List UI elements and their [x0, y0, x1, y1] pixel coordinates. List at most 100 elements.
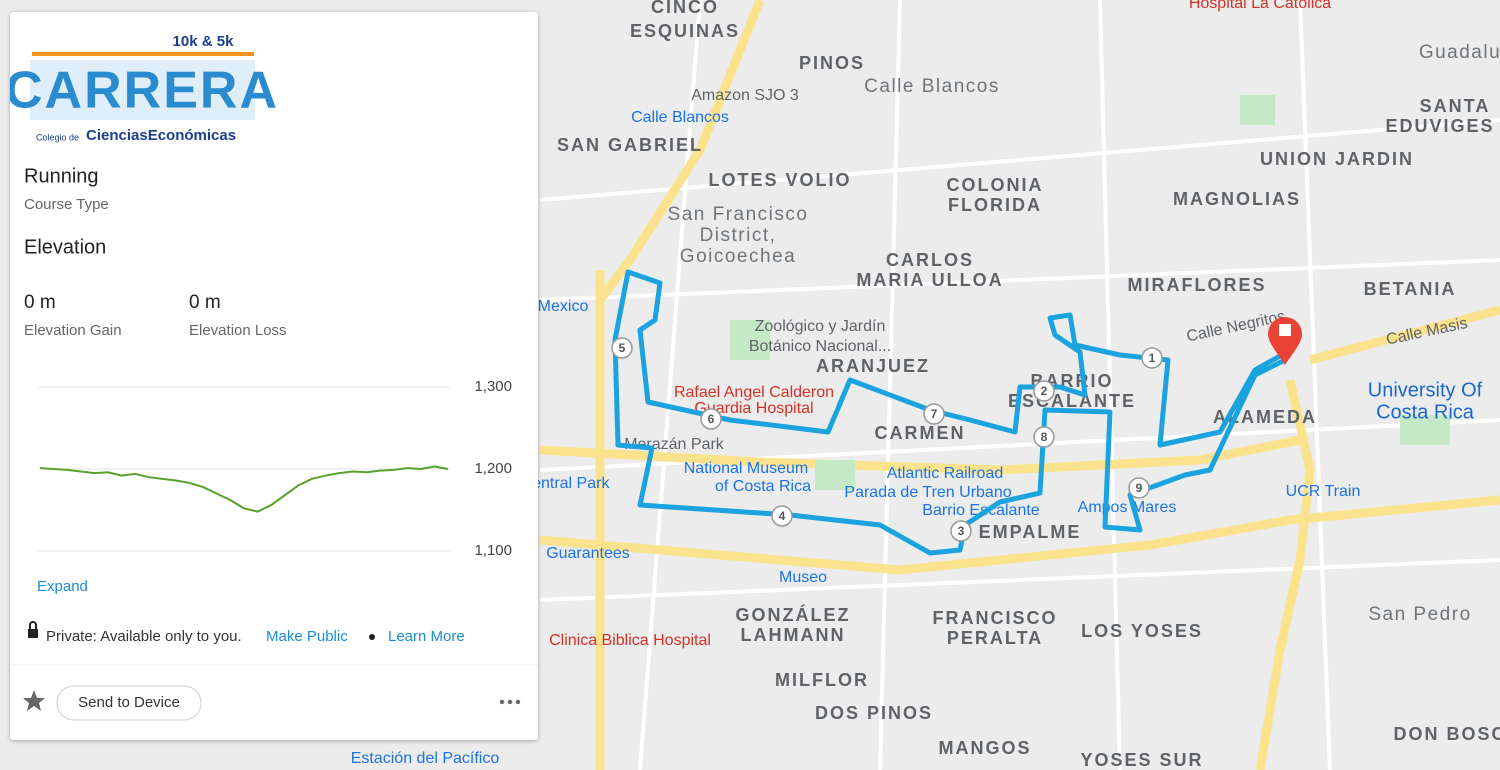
map-label: MILFLOR [775, 670, 869, 690]
course-type-label: Course Type [24, 196, 109, 213]
map-label: of Costa Rica [715, 478, 811, 495]
make-public-link[interactable]: Make Public [266, 628, 348, 645]
elevation-loss-label: Elevation Loss [189, 322, 287, 339]
map-label: Central Park [521, 475, 611, 492]
map-label: Estación del Pacífico [351, 750, 500, 767]
map-label: Clinica Biblica Hospital [549, 632, 711, 649]
map-label: Costa Rica [1376, 401, 1475, 423]
map-label: LOS YOSES [1081, 621, 1203, 641]
lock-icon [28, 629, 38, 638]
map-label: Calle Masis [1385, 315, 1469, 349]
map-label: Barrio Escalante [922, 502, 1039, 519]
map-label: ESQUINAS [630, 21, 740, 41]
map-label: SANTA [1420, 96, 1491, 116]
map-label: Goicoechea [680, 246, 796, 267]
map-label: LAHMANN [741, 625, 846, 645]
map-label: University Of [1368, 379, 1483, 401]
map-label: Guarantees [546, 545, 630, 562]
route-marker-label: 4 [779, 509, 786, 523]
learn-more-link[interactable]: Learn More [388, 628, 465, 645]
side-panel: 10k & 5k CARRERA Colegio de CienciasEcon… [5, 12, 538, 740]
route-marker-label: 3 [958, 524, 965, 538]
favorite-star[interactable] [23, 690, 45, 711]
map-label: ESCALANTE [1008, 391, 1136, 411]
map-label: District, [700, 225, 777, 246]
map-label: MARIA ULLOA [856, 270, 1003, 290]
map-label: Atlantic Railroad [887, 465, 1004, 482]
map-label: Museo [779, 569, 827, 586]
map-label: Parada de Tren Urbano [844, 484, 1011, 501]
logo-subtitle: 10k & 5k [173, 33, 235, 50]
map-label: EMPALME [979, 522, 1082, 542]
map-label: Calle Blancos [864, 76, 1000, 97]
map-label: COLONIA [947, 175, 1044, 195]
map-label: UCR Train [1286, 483, 1361, 500]
map-label: DON BOSCO [1393, 724, 1500, 744]
streets [539, 0, 1500, 770]
map-label: Ampos Mares [1078, 499, 1177, 516]
route-marker-label: 1 [1149, 351, 1156, 365]
elevation-gain: 0 m [24, 292, 56, 313]
map-label: CARLOS [886, 250, 974, 270]
elevation-chart: 1,300 1,200 1,100 [38, 378, 512, 559]
route-marker-label: 8 [1041, 430, 1048, 444]
elevation-heading: Elevation [24, 236, 106, 258]
end-pin[interactable] [1268, 317, 1302, 365]
route-marker [950, 520, 972, 542]
map-label: MAGNOLIAS [1173, 189, 1301, 209]
y-tick-label: 1,300 [474, 378, 512, 395]
map-label: Amazon SJO 3 [691, 87, 799, 104]
expand-link[interactable]: Expand [37, 578, 88, 595]
route-marker [1128, 477, 1150, 499]
map-label: DOS PINOS [815, 703, 933, 723]
map-label: FRANCISCO [933, 608, 1058, 628]
map-label: ARANJUEZ [816, 356, 930, 376]
map-label: CINCO [651, 0, 719, 17]
more-menu[interactable] [499, 699, 521, 705]
map-label: San Pedro [1368, 604, 1471, 625]
map-label: PINOS [799, 53, 865, 73]
route-marker-label: 2 [1041, 384, 1048, 398]
map-label: MANGOS [939, 738, 1032, 758]
y-tick-label: 1,100 [474, 542, 512, 559]
route-marker [771, 505, 793, 527]
route-marker [700, 408, 722, 430]
logo-org-prefix: Colegio de [36, 132, 79, 142]
route-marker-label: 9 [1136, 481, 1143, 495]
send-button[interactable] [56, 685, 202, 721]
route-markers: 1 2 3 4 5 6 7 8 9 [611, 337, 1163, 542]
map-label: Calle Blancos [631, 109, 729, 126]
privacy-text: Private: Available only to you. [46, 628, 242, 645]
map-label: GONZÁLEZ [736, 604, 851, 625]
parks [730, 95, 1450, 490]
elevation-gain-label: Elevation Gain [24, 322, 122, 339]
route-marker-label: 5 [619, 341, 626, 355]
map-label: EDUVIGES [1385, 116, 1494, 136]
logo-title: CARRERA [10, 62, 279, 120]
map-label: SAN GABRIEL [557, 135, 703, 155]
map-label: Guadalu [1419, 42, 1500, 63]
logo: 10k & 5k CARRERA Colegio de CienciasEcon… [5, 33, 279, 144]
panel-content: 10k & 5k CARRERA Colegio de CienciasEcon… [5, 33, 538, 721]
map-label: FLORIDA [948, 195, 1042, 215]
elevation-loss: 0 m [189, 292, 221, 313]
map-label: UNION JARDIN [1260, 149, 1414, 169]
elevation-line [39, 465, 449, 513]
map-label: CARMEN [875, 423, 966, 443]
map-label: National Museum [684, 460, 809, 477]
map-label: PERALTA [947, 628, 1043, 648]
logo-org-name: CienciasEconómicas [86, 127, 236, 144]
route-marker [923, 403, 945, 425]
map-label: LOTES VOLIO [708, 170, 851, 190]
map-label: YOSES SUR [1080, 750, 1203, 770]
map-label: Rafael Angel Calderon [674, 384, 834, 401]
route-marker [1033, 380, 1055, 402]
route-marker [611, 337, 633, 359]
route[interactable] [612, 269, 1287, 556]
route-marker [1141, 347, 1163, 369]
map-label: BETANIA [1364, 279, 1457, 299]
map-label: Zoológico y Jardín [755, 318, 886, 335]
map-label: San Francisco [668, 204, 809, 225]
y-tick-label: 1,200 [474, 460, 512, 477]
